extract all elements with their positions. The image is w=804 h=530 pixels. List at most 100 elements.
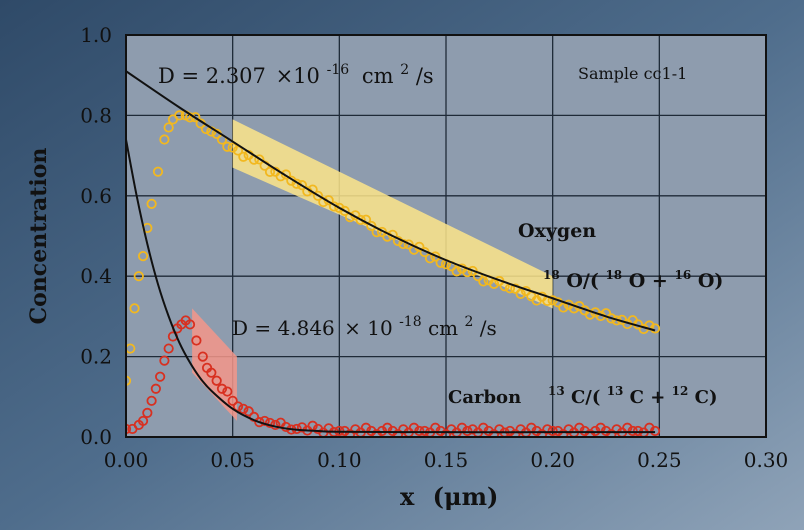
oxygen-ratio: 18 O/( 18 O + 16 O) <box>543 262 723 292</box>
y-tick-label: 0.0 <box>80 425 112 449</box>
oxygen-ratio-iso1: 18 <box>543 268 560 282</box>
oxygen-fit-line <box>126 70 656 332</box>
oxygen-d-unit-tail: /s <box>416 64 434 88</box>
sample-label: Sample cc1-1 <box>578 64 687 83</box>
oxygen-ratio-part3: O) <box>698 270 724 292</box>
x-tick-label: 0.05 <box>210 448 255 472</box>
oxygen-data-point <box>163 122 174 133</box>
carbon-d-unit: cm <box>428 316 458 340</box>
y-tick-label: 0.8 <box>80 103 112 127</box>
carbon-ratio-part2: C + <box>630 387 666 408</box>
carbon-ratio-part3: C) <box>695 387 718 408</box>
plot-frame <box>125 34 767 438</box>
carbon-data-point <box>150 383 161 394</box>
oxygen-data-point <box>515 288 526 299</box>
oxygen-data-point <box>254 154 265 165</box>
oxygen-data-point <box>146 198 157 209</box>
carbon-ratio-part1: C/( <box>571 387 600 408</box>
carbon-data-point <box>542 424 553 435</box>
oxygen-data-point <box>568 303 580 314</box>
oxygen-data-point <box>232 145 244 156</box>
carbon-data-point <box>254 417 265 428</box>
carbon-d-exponent: -18 <box>399 314 422 330</box>
carbon-data-point <box>419 425 430 437</box>
oxygen-data-point <box>510 283 521 294</box>
oxygen-data-point <box>280 169 292 180</box>
oxygen-label: Oxygen <box>518 220 596 242</box>
carbon-data-point <box>649 425 661 437</box>
x-axis-unit: (μm) <box>433 482 499 511</box>
carbon-ratio-iso1: 13 <box>548 384 565 398</box>
carbon-data-point <box>146 395 157 406</box>
carbon-data-point <box>211 375 222 386</box>
oxygen-d-unit-exponent: 2 <box>400 62 409 78</box>
data-points <box>126 110 661 437</box>
carbon-data-point <box>159 355 170 366</box>
carbon-data-point <box>222 386 233 397</box>
carbon-ratio-iso2: 13 <box>607 384 624 398</box>
oxygen-d-prefix: D = 2.307 <box>158 64 266 88</box>
y-tick-label: 0.6 <box>80 184 112 208</box>
x-tick-labels: 0.00 0.05 0.10 0.15 0.20 0.25 0.30 <box>104 448 789 472</box>
carbon-data-point <box>414 425 425 437</box>
carbon-d-unit-tail: /s <box>480 316 497 340</box>
carbon-data-point <box>216 383 228 394</box>
oxygen-data-point <box>478 276 489 287</box>
carbon-d-times: × 10 <box>344 316 393 340</box>
carbon-data-point <box>142 407 153 418</box>
oxygen-data-point <box>488 278 500 289</box>
oxygen-data-point <box>403 239 414 250</box>
carbon-data-point <box>259 415 270 427</box>
carbon-data-point <box>232 401 244 412</box>
oxygen-data-point <box>264 166 276 177</box>
oxygen-data-point <box>451 266 462 277</box>
oxygen-data-point <box>467 265 478 277</box>
carbon-data-point <box>163 343 174 354</box>
oxygen-fit-band <box>232 119 553 309</box>
fit-bands <box>192 119 553 421</box>
oxygen-d-unit: cm <box>362 64 394 88</box>
x-tick-label: 0.25 <box>637 448 682 472</box>
oxygen-data-point <box>152 166 164 177</box>
x-tick-label: 0.15 <box>424 448 469 472</box>
carbon-fit-line <box>126 139 656 434</box>
carbon-data-point <box>191 335 202 346</box>
y-axis-title: Concentration <box>26 148 52 325</box>
oxygen-data-point <box>312 190 324 201</box>
carbon-ratio-iso3: 12 <box>672 384 689 398</box>
carbon-fit-band <box>192 308 237 421</box>
oxygen-ratio-part1: O/( <box>566 270 598 292</box>
carbon-ratio: 13 C/( 13 C + 12 C) <box>548 379 717 408</box>
oxygen-ratio-part2: O + <box>629 270 668 292</box>
oxygen-data-point <box>558 302 569 313</box>
oxygen-ratio-iso3: 16 <box>674 268 691 282</box>
carbon-data-point <box>632 425 644 437</box>
oxygen-d-times: ×10 <box>276 64 320 88</box>
oxygen-data-point <box>174 110 185 121</box>
carbon-data-point <box>264 417 276 429</box>
oxygen-data-point <box>238 151 249 162</box>
oxygen-ratio-iso2: 18 <box>605 268 622 282</box>
carbon-d-annotation: D = 4.846 × 10 -18 cm 2 /s <box>232 307 497 340</box>
x-tick-label: 0.20 <box>530 448 575 472</box>
x-axis-label: x <box>400 482 415 511</box>
carbon-data-point <box>206 367 217 378</box>
oxygen-data-point <box>159 134 170 145</box>
carbon-data-point <box>137 415 149 427</box>
oxygen-data-point <box>366 220 377 232</box>
carbon-data-point <box>547 425 558 437</box>
oxygen-data-point <box>227 142 238 153</box>
x-tick-label: 0.30 <box>744 448 789 472</box>
oxygen-data-point <box>137 251 149 262</box>
carbon-data-point <box>243 406 254 417</box>
oxygen-data-point <box>190 112 201 123</box>
carbon-data-point <box>184 319 196 330</box>
y-tick-label: 1.0 <box>80 23 112 47</box>
oxygen-data-point <box>129 303 140 314</box>
oxygen-d-exponent: -16 <box>327 62 350 78</box>
oxygen-data-point <box>339 205 350 216</box>
carbon-d-unit-exponent: 2 <box>465 314 474 330</box>
oxygen-data-point <box>133 271 144 282</box>
oxygen-data-point <box>296 180 308 191</box>
